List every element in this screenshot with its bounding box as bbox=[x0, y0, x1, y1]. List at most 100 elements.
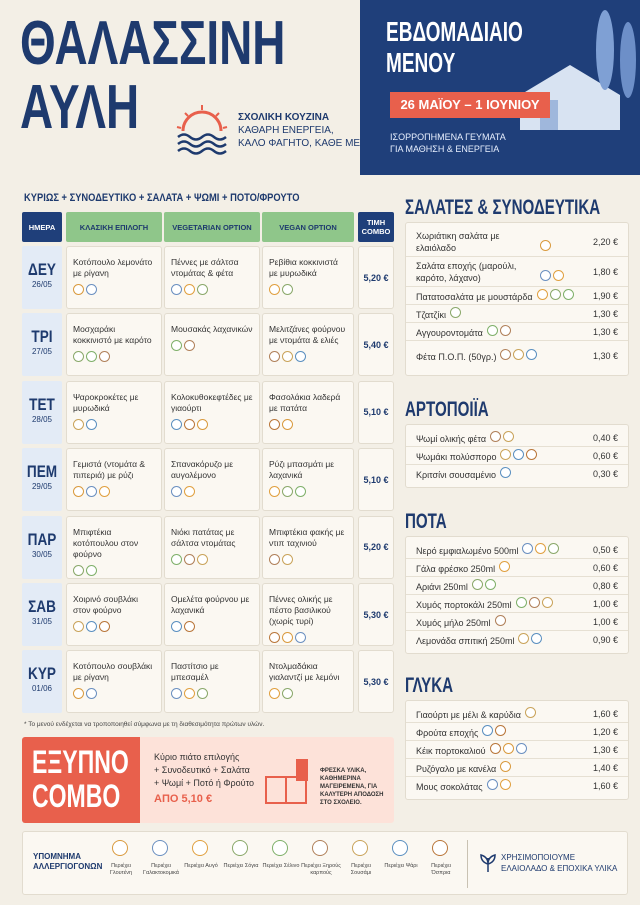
item-price: 0,60 € bbox=[592, 450, 618, 461]
allergen-icon bbox=[536, 288, 548, 300]
dish-cell: Παστίτσιο με μπεσαμέλ bbox=[164, 650, 260, 714]
allergen-icon bbox=[548, 542, 560, 554]
allergen-icon bbox=[531, 633, 543, 644]
legend-icon bbox=[112, 840, 128, 856]
dish-cell: Γεμιστά (ντομάτα & πιπεριά) με ρύζι bbox=[66, 448, 162, 512]
combo-price: 5,20 € bbox=[358, 515, 394, 579]
day: ΣΑΒ bbox=[28, 597, 56, 616]
footnote: * Το μενού ενδέχεται να τροποποιηθεί σύμ… bbox=[24, 721, 265, 728]
legend-item: Περιέχει Αυγό bbox=[181, 840, 221, 877]
formula: ΚΥΡΙΩΣ + ΣΥΝΟΔΕΥΤΙΚΟ + ΣΑΛΑΤΑ + ΨΩΜΙ + Π… bbox=[24, 192, 300, 204]
legend-title: ΥΠΟΜΝΗΜΑ ΑΛΛΕΡΓΙΟΓΟΝΩΝ bbox=[33, 852, 103, 871]
allergen-icons bbox=[269, 686, 348, 704]
allergen-icon bbox=[282, 553, 293, 565]
day: ΠΑΡ bbox=[27, 529, 57, 549]
table-header: ΗΜΕΡΑ bbox=[22, 212, 62, 242]
allergen-icon bbox=[99, 486, 110, 498]
item-left: Ψωμάκι πολύσπορο bbox=[416, 448, 586, 463]
tagline-line: ΚΑΛΟ ΦΑΓΗΤΟ, ΚΑΘΕ ΜΕΡΑ. bbox=[238, 138, 376, 149]
item-left: Τζατζίκι bbox=[416, 306, 586, 321]
dish-cell: Χοιρινό σουβλάκι στον φούρνο bbox=[66, 583, 162, 646]
item: Γάλα φρέσκο 250ml 0,60 € bbox=[406, 559, 628, 577]
allergen-icon bbox=[541, 596, 553, 608]
allergen-icon bbox=[73, 284, 84, 295]
item-name: Φρούτα εποχής bbox=[416, 727, 479, 738]
combo-line: Κύριο πιάτο επιλογής bbox=[154, 752, 240, 762]
allergen-icon bbox=[73, 688, 84, 700]
allergen-icon bbox=[269, 351, 280, 363]
section-box: Χωριάτικη σαλάτα με ελαιόλαδο 2,20 € Σαλάτ… bbox=[405, 222, 629, 376]
date: 30/05 bbox=[31, 549, 53, 559]
allergen-icons bbox=[500, 349, 539, 363]
item: Φέτα Π.Ο.Π. (50γρ.) 1,30 € bbox=[406, 341, 628, 371]
dish: Ρεβίθια κοκκινιστά με μυρωδικά bbox=[269, 257, 338, 278]
item: Αριάνι 250ml 0,80 € bbox=[406, 577, 628, 595]
item-left: Πατατοσαλάτα με μουστάρδα bbox=[416, 288, 586, 303]
item-name: Σαλάτα εποχής (μαρούλι, καρότο, λάχανο) bbox=[416, 260, 517, 283]
allergen-icons bbox=[490, 430, 516, 445]
allergen-icons bbox=[489, 742, 529, 757]
item: Τζατζίκι 1,30 € bbox=[406, 305, 628, 323]
allergen-icon bbox=[490, 430, 502, 442]
section-title: ΣΑΛΑΤΕΣ & ΣΥΝΟΔΕΥΤΙΚΑ bbox=[405, 196, 601, 219]
allergen-icon bbox=[184, 621, 195, 632]
allergen-icon bbox=[171, 340, 182, 352]
allergen-icon bbox=[269, 284, 280, 295]
combo-price: ΑΠΟ 5,10 € bbox=[154, 793, 213, 805]
allergen-icon bbox=[540, 239, 551, 251]
legend-icon bbox=[272, 840, 288, 856]
menu-table: ΗΜΕΡΑ ΚΛΑΣΙΚΗ ΕΠΙΛΟΓΗ VEGETARIAN OPTION VEG… bbox=[22, 212, 394, 718]
section-box: Νερό εμφιαλωμένο 500ml 0,50 € Γάλα φρέσκο … bbox=[405, 536, 629, 654]
day-cell: ΠΕΜ 29/05 bbox=[22, 448, 62, 512]
subtitle-line: ΙΣΟΡΡΟΠΗΜΕΝΑ ΓΕΥΜΑΤΑ bbox=[390, 132, 506, 142]
section-title: ΓΛΥΚΑ bbox=[405, 674, 454, 697]
allergen-icon bbox=[197, 284, 208, 295]
item: Πατατοσαλάτα με μουστάρδα 1,90 € bbox=[406, 287, 628, 305]
allergen-icon bbox=[513, 448, 525, 460]
allergen-icon bbox=[549, 288, 561, 300]
allergen-icons bbox=[73, 349, 156, 367]
allergen-icon bbox=[515, 596, 527, 608]
allergen-icon bbox=[295, 351, 306, 363]
day: ΤΡΙ bbox=[31, 327, 53, 347]
allergen-icon bbox=[171, 486, 182, 498]
allergen-icon bbox=[500, 349, 512, 360]
combo-title: ΕΞΥΠΝΟ bbox=[32, 744, 129, 780]
allergen-icon bbox=[269, 632, 280, 643]
allergen-icon bbox=[282, 632, 293, 643]
item: Ρυζόγαλο με κανέλα 1,40 € bbox=[406, 759, 628, 777]
item: Χυμός μήλο 250ml 1,00 € bbox=[406, 613, 628, 631]
combo-title: COMBO bbox=[32, 778, 121, 814]
date: 26/05 bbox=[31, 280, 53, 289]
allergen-icons bbox=[73, 563, 156, 581]
dish: Μπιφτέκια φακής με ντιπ ταχινιού bbox=[269, 526, 345, 548]
allergen-icon bbox=[86, 418, 97, 430]
item-price: 1,30 € bbox=[592, 744, 618, 755]
allergen-icons bbox=[269, 630, 348, 648]
allergen-icon bbox=[73, 564, 84, 576]
title: ΘΑΛΑΣΣΙΝΗ ΑΥΛΗ bbox=[20, 12, 379, 140]
item-name: Χυμός μήλο 250ml bbox=[416, 617, 491, 628]
lunchbox bbox=[265, 759, 308, 804]
combo-price: 5,20 € bbox=[358, 246, 394, 309]
item-name: Γάλα φρέσκο 250ml bbox=[416, 563, 496, 574]
allergen-icon bbox=[197, 553, 208, 565]
allergen-icon bbox=[184, 553, 195, 565]
allergen-icon bbox=[499, 324, 511, 336]
title-line: ΑΥΛΗ bbox=[20, 73, 140, 142]
combo-price: 5,40 € bbox=[358, 313, 394, 377]
allergen-icon bbox=[86, 486, 97, 498]
item-name: Χυμός πορτοκάλι 250ml bbox=[416, 599, 512, 610]
item-price: 1,60 € bbox=[592, 708, 618, 719]
leaf-icon bbox=[480, 854, 496, 872]
allergen-icon bbox=[528, 596, 540, 608]
dish: Πέννες με σάλτσα ντομάτας & φέτα bbox=[171, 257, 239, 278]
allergen-icons bbox=[171, 417, 254, 435]
combo-price: 5,30 € bbox=[358, 650, 394, 714]
day: ΔΕΥ bbox=[28, 260, 56, 279]
allergen-icon bbox=[282, 486, 293, 498]
legend-label: Περιέχει Ξηρούς καρπούς bbox=[301, 863, 341, 876]
item-left: Φέτα Π.Ο.Π. (50γρ.) bbox=[416, 349, 586, 363]
allergen-icon bbox=[86, 688, 97, 700]
table-header: VEGAN OPTION bbox=[262, 212, 354, 242]
